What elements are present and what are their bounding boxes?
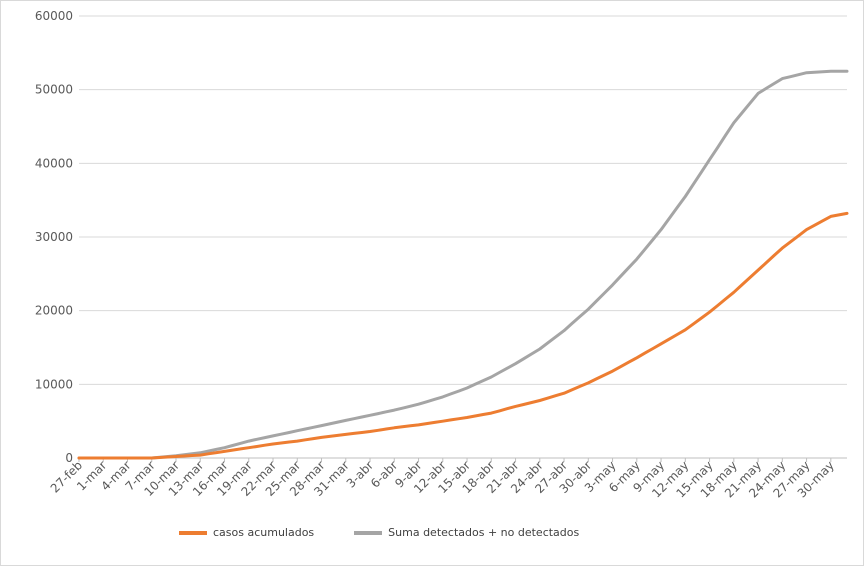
- legend-label-casos: casos acumulados: [213, 526, 315, 539]
- legend-item-casos: casos acumulados: [179, 526, 314, 539]
- chart-legend: casos acumulados Suma detectados + no de…: [179, 526, 619, 539]
- series-line-suma-detectados: [77, 69, 849, 460]
- y-tick-label: 40000: [35, 156, 73, 170]
- y-tick-label: 0: [65, 451, 73, 465]
- x-tick-label: 6-abr: [368, 458, 400, 490]
- x-tick-label: 3-abr: [344, 458, 376, 490]
- y-tick-label: 60000: [35, 9, 73, 23]
- y-tick-label: 10000: [35, 377, 73, 391]
- series-line-casos-acumulados: [77, 211, 849, 460]
- x-axis-ticks: 27-feb1-mar4-mar7-mar10-mar13-mar16-mar1…: [48, 458, 837, 500]
- legend-swatch-casos: [179, 530, 207, 535]
- series-lines: [77, 69, 849, 460]
- y-tick-label: 30000: [35, 230, 73, 244]
- gridlines: [79, 15, 847, 459]
- legend-label-suma: Suma detectados + no detectados: [388, 526, 580, 539]
- y-tick-label: 50000: [35, 83, 73, 97]
- y-axis-ticks: 0 10000 20000 30000 40000 50000 60000: [35, 9, 73, 465]
- y-tick-label: 20000: [35, 304, 73, 318]
- legend-swatch-suma: [354, 530, 383, 535]
- legend-item-suma: Suma detectados + no detectados: [354, 526, 579, 539]
